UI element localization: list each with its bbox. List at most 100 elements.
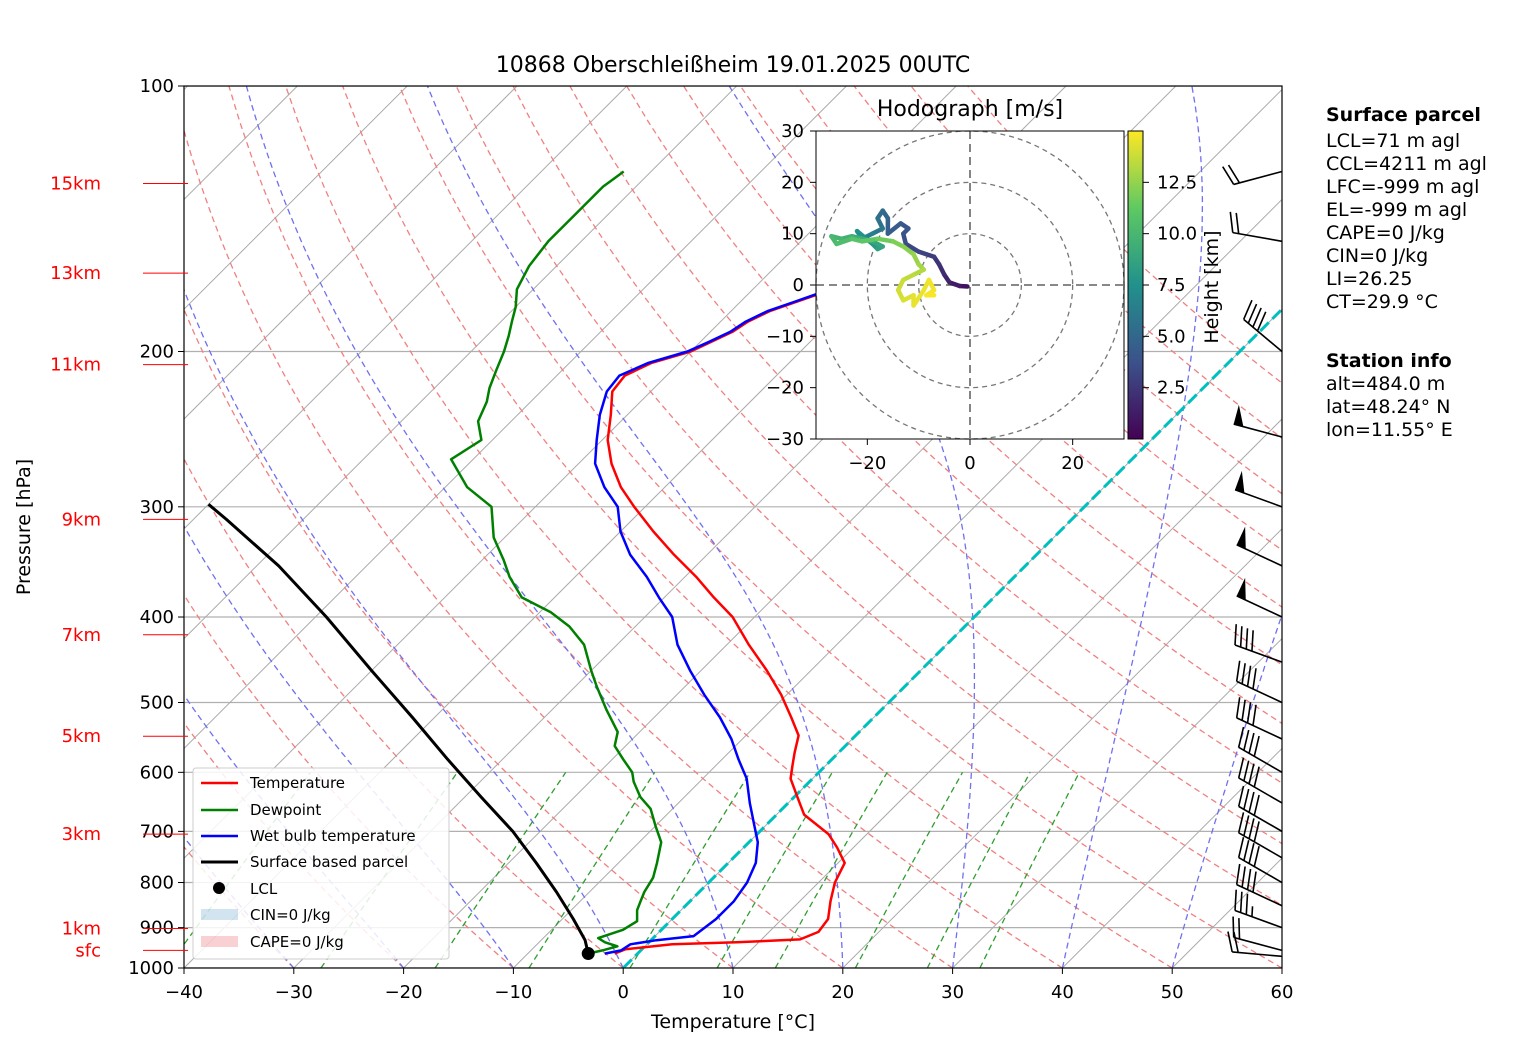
x-axis-ticks: −40 −30 −20 −10 0 10 20 30 40 50 60 [165,968,1293,1003]
station-info-line: lat=48.24° N [1326,396,1450,418]
wind-barb-staff [1238,856,1283,884]
station-info: Station info alt=484.0 m lat=48.24° N lo… [1326,350,1453,441]
wind-barb-flag [1252,307,1262,328]
dewpoint-line [449,170,663,955]
wind-barb-staff [1233,936,1283,952]
isotherm-line [184,86,628,530]
isotherm-line [952,637,1282,968]
wind-barb-flag [1241,699,1246,721]
hodograph-segment [859,236,880,244]
hodograph-segment [834,236,855,247]
surface-parcel-line: CCL=4211 m agl [1326,153,1487,175]
wind-barb [1227,931,1283,958]
hodograph-x-tick-label: 20 [1061,453,1084,474]
wind-barb-flag [1256,311,1267,332]
wind-barb-staff [1232,231,1283,243]
wind-barb-staff [1238,805,1283,833]
wind-barb-flag [1248,818,1255,839]
height-tick-label: 15km [50,174,101,195]
dry-adiabat-line [341,86,1173,968]
y-tick-label: 700 [140,821,174,842]
isotherm-line [184,86,518,420]
wind-barb-flag [1245,893,1249,915]
height-tick-label: 3km [62,824,101,845]
wind-barb-flag [1253,794,1260,816]
station-info-line: alt=484.0 m [1326,373,1445,395]
hodograph: Hodograph [m/s] −20 0 20 30 20 10 0 −10 −20 −30 2… [766,97,1223,474]
wind-barb-flag [1222,166,1235,185]
wind-barb-staff [1233,170,1283,186]
colorbar-label: Height [km] [1201,230,1223,343]
legend-label-parcel: Surface based parcel [250,853,408,871]
moist-adiabat-line [184,288,624,968]
hodograph-segment [875,236,896,244]
wind-barb-flag [1235,212,1240,234]
y-tick-label: 200 [140,342,174,363]
wind-barb-flag [1246,868,1252,890]
hodograph-x-tick-label: 0 [964,453,975,474]
wind-barb-staff [1234,488,1283,508]
height-tick-label: 11km [50,355,101,376]
wind-barb-flag [1246,702,1252,724]
wind-barb [1236,526,1283,567]
y-tick-label: 600 [140,762,174,783]
hodograph-segment [911,287,927,308]
wind-barb-flag [1237,785,1245,807]
moist-adiabat-line [245,86,734,968]
wind-barb-flag [1248,791,1255,813]
dry-adiabat-line [228,86,953,968]
station-info-line: lon=11.55° E [1326,419,1453,441]
x-tick-label: 0 [617,982,628,1003]
wind-barb-staff [1236,883,1283,907]
wind-barb-flag [1248,732,1255,754]
surface-parcel-line: LFC=-999 m agl [1326,176,1479,198]
hodograph-segment [903,241,921,254]
wind-barb-flag [1234,624,1238,646]
isotherm-line [184,86,847,750]
colorbar-tick-label: 10.0 [1157,224,1197,245]
y-tick-label: 100 [140,76,174,97]
surface-parcel-line [207,503,590,954]
hodograph-colorbar [1127,130,1144,440]
legend: Temperature Dewpoint Wet bulb temperatur… [192,767,450,960]
surface-parcel-info: Surface parcel LCL=71 m agl CCL=4211 m a… [1326,104,1487,313]
legend-label-cin: CIN=0 J/kg [250,906,331,924]
hodograph-y-tick-label: −10 [766,326,804,347]
y-tick-label: 800 [140,873,174,894]
wind-barb-flag [1233,931,1239,953]
wind-barb-staff [1236,717,1283,740]
surface-parcel-line: EL=-999 m agl [1326,199,1467,221]
wind-barb-flag [1241,663,1246,685]
colorbar-tick-label: 12.5 [1157,172,1197,193]
wind-barb [1237,726,1283,774]
wind-barb-flag [1227,931,1233,953]
moist-adiabat-line [1171,612,1282,968]
wind-barb-flag [1243,729,1250,751]
wind-barb-flag [1253,846,1260,867]
hodograph-y-tick-label: 20 [781,172,804,193]
x-tick-label: 40 [1051,982,1074,1003]
x-tick-label: −20 [385,982,423,1003]
wind-barb-flag [1237,726,1245,748]
surface-parcel-line: LI=26.25 [1326,268,1413,290]
colorbar-tick-label: 5.0 [1157,326,1186,347]
wind-barb-staff [1234,909,1283,929]
height-tick-label: 9km [62,509,101,530]
x-tick-label: 60 [1271,982,1294,1003]
wind-barb-flag [1234,889,1238,911]
chart-title: 10868 Oberschleißheim 19.01.2025 00UTC [496,53,971,78]
hodograph-y-tick-label: −30 [766,429,804,450]
wind-barb-flag [1243,815,1250,836]
wind-barb-staff [1232,951,1283,958]
hodograph-trace [829,208,970,308]
wind-barbs [1222,164,1283,958]
legend-label-temperature: Temperature [249,774,345,792]
wind-barb [1235,697,1283,740]
height-tick-label: 13km [50,263,101,284]
colorbar-ticks: 2.5 5.0 7.5 10.0 12.5 [1143,172,1197,399]
wind-barb-flag [1245,628,1249,650]
wind-barb-flag [1243,788,1250,810]
mixing-ratio-line [629,771,751,968]
